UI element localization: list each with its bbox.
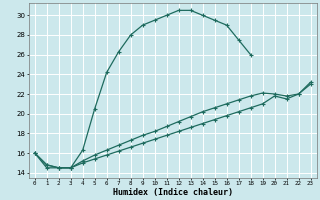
X-axis label: Humidex (Indice chaleur): Humidex (Indice chaleur) bbox=[113, 188, 233, 197]
